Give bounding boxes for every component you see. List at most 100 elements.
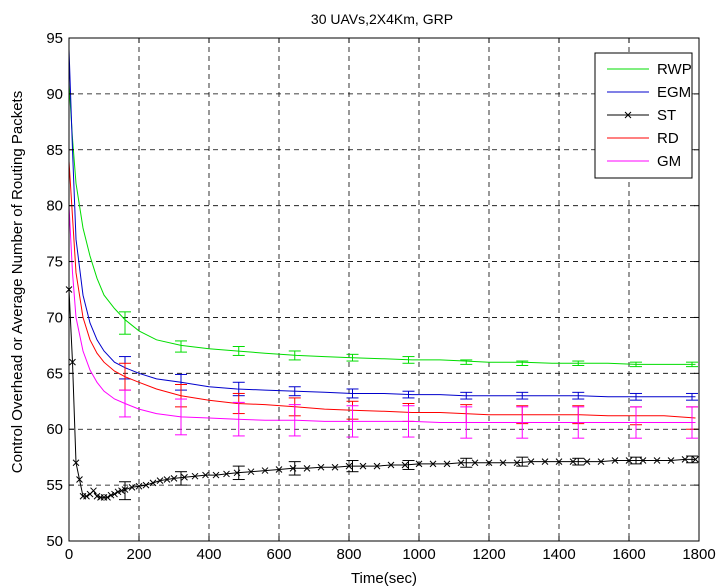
- data-point-st: [275, 466, 283, 473]
- data-point-st: [247, 468, 255, 476]
- data-point-st: [181, 473, 188, 481]
- plot-frame: [68, 37, 700, 542]
- series-line-rwp: [68, 82, 696, 365]
- data-point-st: [527, 458, 535, 465]
- y-tick-label: 50: [46, 533, 63, 550]
- series-gm: [68, 205, 698, 439]
- error-bar-gm: [686, 406, 698, 439]
- data-point-st: [485, 459, 493, 467]
- data-point-st: [202, 471, 209, 479]
- chart-title: 30 UAVs,2X4Km, GRP: [311, 11, 453, 27]
- data-point-st: [128, 483, 136, 491]
- data-point-st: [72, 459, 80, 467]
- data-point-st: [90, 487, 97, 495]
- data-point-st: [667, 457, 675, 464]
- error-bar-egm: [346, 388, 359, 399]
- data-point-st: [345, 462, 353, 470]
- y-tick-label: 85: [46, 142, 63, 159]
- error-bar-rwp: [232, 346, 245, 356]
- error-bar-st: [288, 461, 301, 476]
- y-tick-label: 80: [46, 198, 63, 215]
- series-st: [65, 286, 699, 501]
- x-tick-label: 200: [126, 546, 151, 563]
- data-point-st: [401, 461, 409, 469]
- series-line-gm: [68, 205, 696, 423]
- data-point-st: [223, 470, 230, 478]
- data-point-st: [555, 458, 563, 465]
- error-bar-rwp: [686, 361, 698, 368]
- y-tick-label: 70: [46, 309, 63, 326]
- error-bar-egm: [288, 386, 301, 397]
- data-point-st: [111, 490, 118, 498]
- y-tick-label: 65: [46, 365, 63, 382]
- data-point-st: [135, 482, 143, 490]
- data-point-st: [83, 492, 90, 500]
- tick-layer: 0 200 400 600 800 1000 1200 1400 1600 1800 50 55 60 6…: [46, 30, 715, 563]
- error-bar-st: [402, 460, 415, 470]
- legend-label-gm: GM: [657, 153, 681, 170]
- data-point-st: [541, 458, 549, 465]
- data-point-st: [387, 461, 395, 469]
- error-bar-rwp: [346, 353, 359, 362]
- data-point-st: [156, 477, 164, 484]
- error-bar-st: [630, 456, 642, 465]
- data-point-st: [212, 471, 220, 479]
- legend-item-st: ST: [607, 107, 676, 124]
- error-bar-gm: [402, 405, 415, 438]
- series-layer: [65, 49, 699, 501]
- x-tick-label: 1800: [682, 546, 715, 563]
- error-bar-st: [572, 457, 585, 466]
- error-bar-rwp: [630, 361, 642, 368]
- data-point-st: [331, 463, 339, 471]
- y-tick-label: 60: [46, 421, 63, 438]
- error-bar-st: [232, 465, 245, 481]
- x-tick-label: 1600: [612, 546, 645, 563]
- legend: RWP EGM ST RD GM: [594, 52, 693, 179]
- legend-label-st: ST: [657, 107, 676, 124]
- data-point-st: [415, 460, 423, 468]
- data-point-st: [611, 457, 619, 464]
- error-bar-st: [175, 471, 187, 486]
- data-point-st: [69, 358, 76, 366]
- data-point-st: [142, 481, 150, 489]
- data-point-st: [653, 457, 661, 464]
- data-point-st: [170, 475, 178, 482]
- series-line-rd: [68, 160, 696, 419]
- error-bar-rwp: [288, 350, 301, 361]
- legend-label-rd: RD: [657, 130, 679, 147]
- error-bar-egm: [402, 390, 415, 399]
- error-bar-st: [460, 457, 473, 468]
- legend-label-egm: EGM: [657, 84, 691, 101]
- error-bar-rwp: [402, 356, 415, 364]
- x-tick-label: 1400: [542, 546, 575, 563]
- error-bar-egm: [630, 392, 642, 401]
- series-rwp: [68, 82, 698, 368]
- data-point-st: [443, 460, 451, 468]
- error-bar-rwp: [516, 360, 529, 367]
- data-point-st: [191, 472, 199, 480]
- data-point-st: [317, 463, 325, 471]
- x-tick-label: 1000: [402, 546, 435, 563]
- error-bar-gm: [288, 404, 301, 437]
- error-bar-egm: [460, 391, 473, 400]
- x-tick-label: 800: [336, 546, 361, 563]
- error-bar-rwp: [119, 311, 131, 335]
- error-bar-gm: [119, 389, 131, 418]
- data-point-st: [163, 476, 171, 483]
- data-point-st: [583, 458, 591, 465]
- error-bar-gm: [232, 401, 245, 437]
- error-bar-st: [346, 460, 359, 473]
- legend-item-gm: GM: [607, 153, 681, 170]
- x-tick-label: 0: [65, 546, 73, 563]
- data-point-st: [569, 458, 577, 465]
- error-bar-egm: [572, 391, 585, 400]
- error-bar-st: [516, 456, 529, 467]
- data-point-st: [303, 464, 311, 472]
- error-bar-egm: [686, 392, 698, 401]
- data-point-st: [429, 460, 437, 468]
- x-tick-label: 400: [196, 546, 221, 563]
- error-bar-gm: [346, 405, 359, 438]
- error-bar-gm: [516, 406, 529, 439]
- data-point-st: [499, 459, 507, 467]
